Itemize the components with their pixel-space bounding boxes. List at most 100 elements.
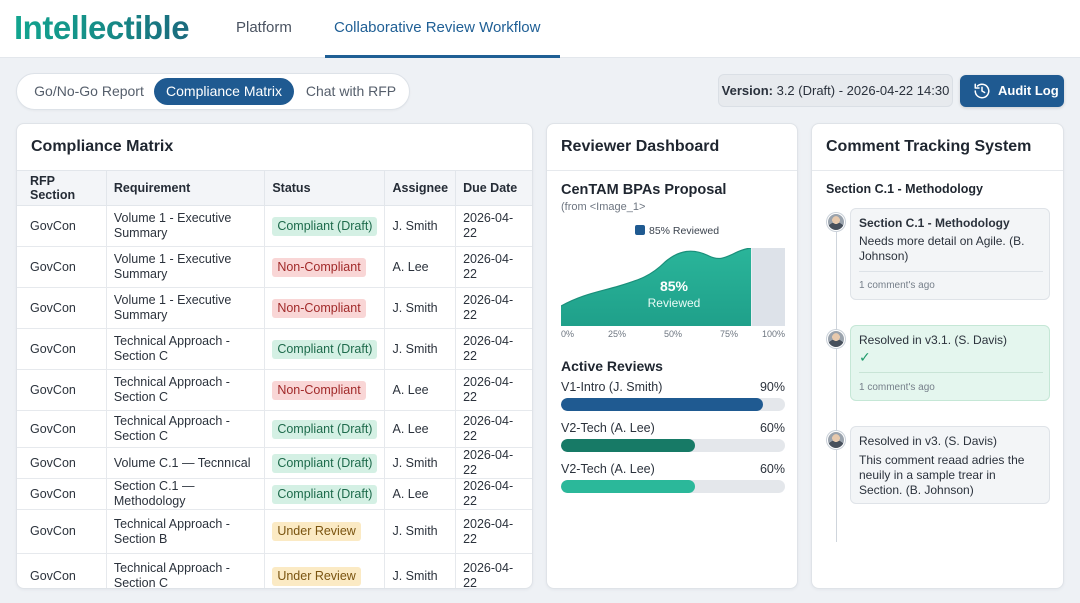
review-percent: 60% [759, 421, 785, 435]
chart-legend: 85% Reviewed [635, 225, 719, 237]
avatar [827, 213, 845, 231]
assignee-cell: J. Smith [384, 447, 457, 479]
rfp-section-cell: GovCon [17, 328, 107, 370]
rfp-section-cell: GovCon [17, 287, 107, 329]
review-name: V2-Tech (A. Lee) [561, 462, 655, 476]
proposal-source: (from <Image_1> [561, 201, 646, 213]
status-cell: Non-Compliant [264, 246, 386, 288]
status-badge: Non-Compliant [272, 298, 366, 318]
review-progress-fill [561, 398, 763, 411]
review-progress-fill [561, 480, 696, 493]
comment-card[interactable]: Section C.1 - Methodology Needs more det… [850, 208, 1050, 300]
audit-log-button[interactable]: Audit Log [960, 75, 1064, 107]
requirement-cell: Section C.1 — Methodology [106, 478, 266, 510]
audit-log-label: Audit Log [998, 83, 1059, 98]
legend-label: 85% Reviewed [649, 225, 720, 237]
requirement-cell: Technical Approach - Section B [106, 509, 266, 554]
assignee-cell: J. Smith [384, 287, 457, 329]
tab-compliance-matrix[interactable]: Compliance Matrix [154, 78, 294, 105]
version-value: 3.2 (Draft) - 2026-04-22 14:30 [776, 83, 950, 98]
compliance-matrix-card: Compliance Matrix RFP Section Requiremen… [16, 123, 533, 589]
table-row[interactable]: GovCon Section C.1 — Methodology Compliant… [17, 478, 532, 510]
status-cell: Compliant (Draft) [264, 328, 386, 370]
table-row[interactable]: GovCon Technical Approach - Section C Comp… [17, 410, 532, 448]
table-row[interactable]: GovCon Volume 1 - Executive Summary Non-Co… [17, 287, 532, 329]
assignee-cell: J. Smith [384, 328, 457, 370]
avatar [827, 330, 845, 348]
comment-separator [859, 271, 1043, 272]
comment-card-resolved[interactable]: Resolved in v3.1. (S. Davis) ✓ 1 comment… [850, 325, 1050, 401]
table-row[interactable]: GovCon Volume 1 - Executive Summary Compli… [17, 205, 532, 247]
requirement-cell: Technical Approach - Section C [106, 553, 266, 588]
due-date-cell: 2026-04-22 [455, 369, 532, 411]
due-date-cell: 2026-04-22 [455, 447, 532, 479]
review-progress-track [561, 480, 785, 493]
assignee-cell: A. Lee [384, 478, 457, 510]
table-row[interactable]: GovCon Technical Approach - Section B Unde… [17, 509, 532, 554]
review-name: V1-Intro (J. Smith) [561, 380, 663, 394]
compliance-matrix-title: Compliance Matrix [31, 138, 174, 155]
table-row[interactable]: GovCon Technical Approach - Section C Unde… [17, 553, 532, 588]
table-row[interactable]: GovCon Technical Approach - Section C Non-… [17, 369, 532, 411]
column-header-rfp-section[interactable]: RFP Section [17, 170, 107, 206]
review-progress-row[interactable]: V2-Tech (A. Lee) 60% [561, 421, 785, 457]
x-tick-label: 0% [561, 329, 575, 339]
chart-remaining-area [751, 248, 785, 326]
comment-meta: 1 comment's ago [859, 280, 935, 291]
review-percent: 60% [759, 462, 785, 476]
due-date-cell: 2026-04-22 [455, 205, 532, 247]
version-label: Version: [721, 83, 773, 98]
logo[interactable]: Intellectible [14, 9, 190, 46]
review-progress-track [561, 398, 785, 411]
status-cell: Compliant (Draft) [264, 410, 386, 448]
nav-platform[interactable]: Platform [236, 19, 292, 36]
requirement-cell: Technical Approach - Section C [106, 369, 266, 411]
column-header-due-date[interactable]: Due Date [455, 170, 532, 206]
comment-title: Section C.1 - Methodology [859, 216, 1010, 230]
nav-collaborative-review-workflow[interactable]: Collaborative Review Workflow [334, 19, 541, 36]
requirement-cell: Volume C.1 — Tecnnıcal [106, 447, 266, 479]
tab-chat-with-rfp[interactable]: Chat with RFP [305, 83, 397, 99]
status-badge: Non-Compliant [272, 380, 366, 400]
assignee-cell: A. Lee [384, 410, 457, 448]
comment-card[interactable]: Resolved in v3. (S. Davis) This comment … [850, 426, 1050, 504]
x-tick-label: 100% [761, 329, 785, 339]
comment-body: This comment reaad adries the neuily in … [859, 453, 1025, 497]
table-row[interactable]: GovCon Volume C.1 — Tecnnıcal Compliant (D… [17, 447, 532, 479]
divider [812, 170, 1063, 171]
comment-separator [859, 372, 1043, 373]
assignee-cell: A. Lee [384, 246, 457, 288]
status-cell: Non-Compliant [264, 287, 386, 329]
x-tick-label: 50% [664, 329, 683, 339]
comment-tracking-card: Comment Tracking System Section C.1 - Me… [811, 123, 1064, 589]
tab-go-no-go-report[interactable]: Go/No-Go Report [34, 83, 144, 99]
compliance-table-body: GovCon Volume 1 - Executive Summary Compli… [17, 205, 532, 588]
review-progress-row[interactable]: V2-Tech (A. Lee) 60% [561, 462, 785, 498]
legend-swatch [635, 225, 645, 235]
due-date-cell: 2026-04-22 [455, 287, 532, 329]
history-icon [974, 83, 990, 99]
column-header-assignee[interactable]: Assignee [384, 170, 457, 206]
status-badge: Compliant (Draft) [272, 339, 378, 359]
requirement-cell: Volume 1 - Executive Summary [106, 287, 266, 329]
rfp-section-cell: GovCon [17, 447, 107, 479]
due-date-cell: 2026-04-22 [455, 478, 532, 510]
top-bar: Intellectible Platform Collaborative Rev… [0, 0, 1080, 58]
due-date-cell: 2026-04-22 [455, 410, 532, 448]
avatar [827, 431, 845, 449]
chart-reviewed-line [561, 248, 752, 307]
requirement-cell: Volume 1 - Executive Summary [106, 205, 266, 247]
column-header-requirement[interactable]: Requirement [106, 170, 266, 206]
divider [547, 170, 797, 171]
review-progress-row[interactable]: V1-Intro (J. Smith) 90% [561, 380, 785, 416]
table-row[interactable]: GovCon Technical Approach - Section C Comp… [17, 328, 532, 370]
progress-label: Reviewed [647, 296, 701, 310]
column-header-status[interactable]: Status [264, 170, 386, 206]
assignee-cell: A. Lee [384, 369, 457, 411]
status-cell: Compliant (Draft) [264, 478, 386, 510]
comment-body: Resolved in v3. (S. Davis) [859, 434, 998, 448]
report-tabs: Go/No-Go Report Compliance Matrix Chat w… [16, 73, 410, 110]
table-row[interactable]: GovCon Volume 1 - Executive Summary Non-Co… [17, 246, 532, 288]
review-name: V2-Tech (A. Lee) [561, 421, 655, 435]
assignee-cell: J. Smith [384, 509, 457, 554]
